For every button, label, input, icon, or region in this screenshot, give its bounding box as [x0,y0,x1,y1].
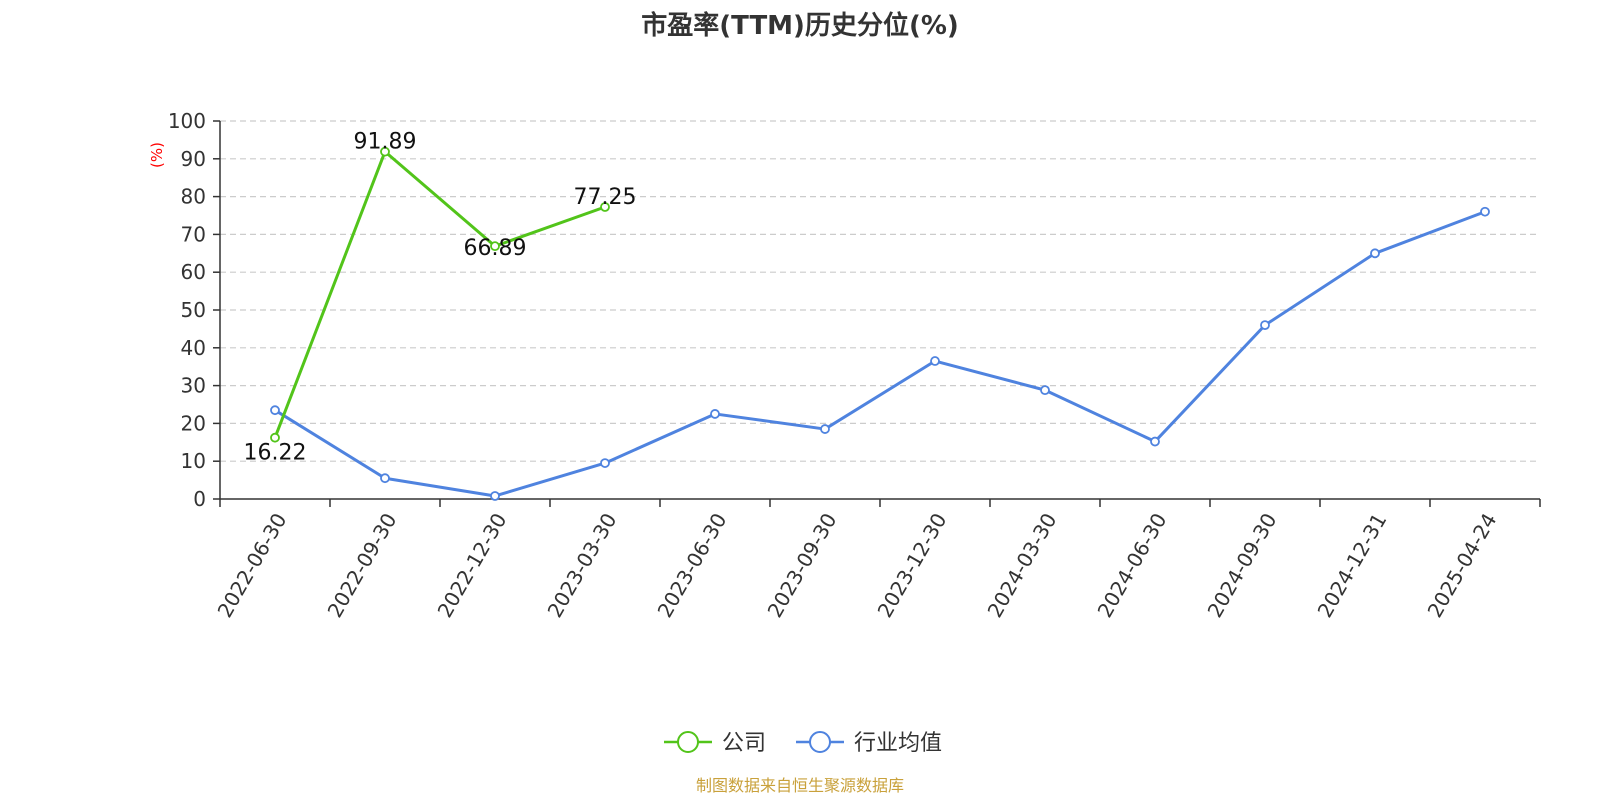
y-tick-label: 100 [168,109,206,133]
data-point[interactable] [710,409,720,419]
series-layer [270,146,1490,501]
series-company [270,146,610,443]
y-tick-label: 50 [181,298,206,322]
data-point[interactable] [270,405,280,416]
data-point[interactable] [380,473,390,484]
x-tick-label: 2024-06-30 [1092,509,1171,622]
legend-marker-icon [809,731,831,753]
y-tick-label: 10 [181,449,206,473]
data-point[interactable] [820,424,830,434]
series-line [273,150,606,439]
y-tick-label: 30 [181,374,206,398]
legend-item-company[interactable]: 公司 [664,731,766,756]
data-point[interactable] [490,491,500,501]
legend-label: 行业均值 [854,731,942,756]
data-point[interactable] [1480,206,1490,217]
data-label: 66.89 [464,236,527,261]
data-point[interactable] [600,202,610,212]
y-axis-label: (%) [148,142,166,168]
data-label: 91.89 [354,130,417,155]
chart-title: 市盈率(TTM)历史分位(%) [641,10,959,41]
data-label: 77.25 [574,185,637,210]
grid-lines [220,120,1540,462]
y-tick-label: 90 [181,147,206,171]
x-tick-label: 2022-09-30 [322,509,401,622]
data-label: 16.22 [244,441,307,466]
x-tick-label: 2023-09-30 [762,509,841,622]
data-point[interactable] [1260,320,1270,331]
source-note: 制图数据来自恒生聚源数据库 [696,776,904,795]
series-industry-average [270,206,1490,501]
x-tick-label: 2024-12-31 [1312,509,1391,622]
legend-label: 公司 [722,731,766,756]
x-tick-label: 2022-12-30 [432,509,511,622]
x-tick-label: 2023-06-30 [652,509,731,622]
axes: 0 10 20 30 40 50 60 70 80 90 100 2022-06-30 2022-09-… [168,109,1541,622]
data-point[interactable] [380,146,390,157]
y-tick-label: 60 [181,260,206,284]
legend-item-industry-average[interactable]: 行业均值 [796,731,942,756]
data-point[interactable] [1150,436,1160,447]
data-point[interactable] [270,432,280,443]
data-point[interactable] [1370,248,1380,259]
data-point[interactable] [930,356,940,366]
legend: 公司 行业均值 [664,731,942,756]
data-point[interactable] [490,241,500,252]
x-tick-label: 2024-03-30 [982,509,1061,622]
series-line [274,210,1486,498]
x-tick-label: 2023-03-30 [542,509,621,622]
data-point[interactable] [600,458,610,468]
data-labels: 16.22 91.89 66.89 77.25 [244,130,637,466]
x-tick-label: 2022-06-30 [212,509,291,622]
data-point[interactable] [1040,385,1050,396]
x-tick-label: 2025-04-24 [1422,509,1501,622]
y-tick-label: 0 [193,487,206,511]
x-tick-label: 2024-09-30 [1202,509,1281,622]
legend-marker-icon [677,731,699,753]
x-tick-label: 2023-12-30 [872,509,951,622]
y-tick-label: 80 [181,185,206,209]
y-tick-label: 40 [181,336,206,360]
y-tick-label: 70 [181,222,206,246]
y-tick-label: 20 [181,411,206,435]
